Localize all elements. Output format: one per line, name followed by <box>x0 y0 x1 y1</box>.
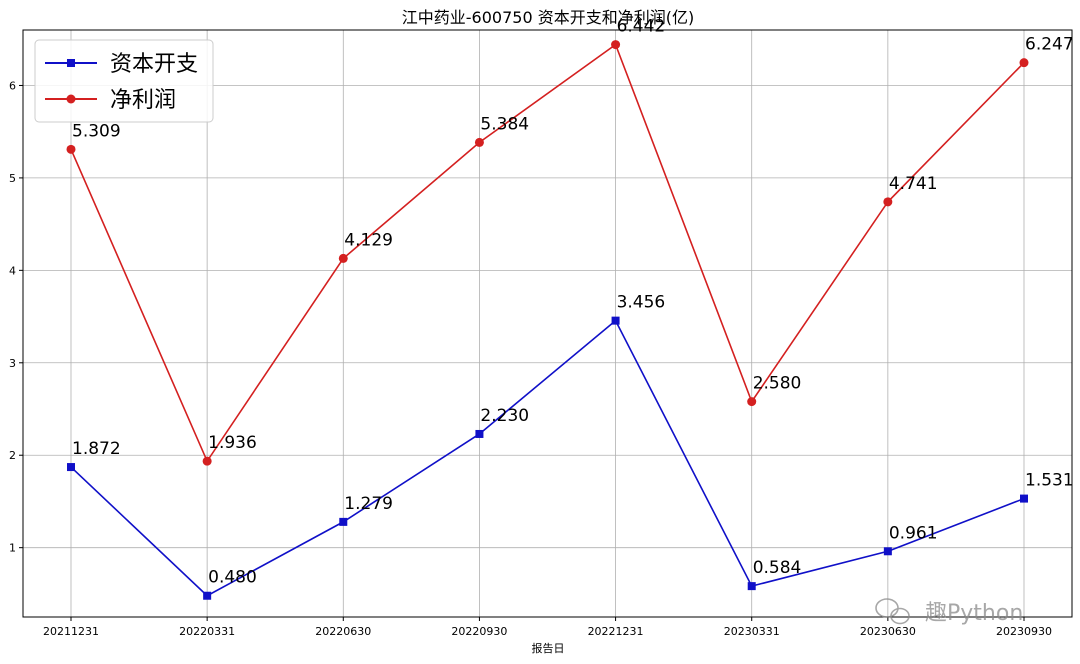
data-point <box>747 397 757 407</box>
x-axis: 20211231 20220331 20220630 20220930 20221231… <box>43 617 1052 638</box>
x-tick-label: 20230630 <box>860 625 916 638</box>
data-point <box>203 591 212 600</box>
plot-area <box>22 29 1073 618</box>
legend: 资本开支 净利润 <box>34 39 214 123</box>
data-point <box>1020 494 1028 503</box>
x-tick-label: 20230331 <box>724 625 780 638</box>
data-label: 6.442 <box>617 17 666 37</box>
data-label: 0.961 <box>889 523 938 543</box>
y-tick-label: 3 <box>9 357 16 370</box>
data-label: 5.309 <box>72 121 121 141</box>
data-point <box>1019 58 1029 68</box>
x-tick-label: 20220930 <box>451 625 507 638</box>
data-point <box>338 253 348 263</box>
data-label: 3.456 <box>617 293 666 313</box>
data-point <box>202 456 212 466</box>
data-point <box>611 40 621 50</box>
legend-label-capex: 资本开支 <box>110 52 198 77</box>
data-point <box>67 463 75 472</box>
x-axis-label: 报告日 <box>532 641 565 655</box>
series-line-1 <box>70 43 1025 463</box>
legend-box <box>34 39 214 123</box>
series-layer <box>66 40 1029 600</box>
data-label: 2.580 <box>753 374 802 394</box>
y-tick-label: 1 <box>9 542 16 555</box>
data-label: 0.480 <box>208 568 257 588</box>
legend-marker-capex <box>67 59 75 67</box>
data-label: 4.129 <box>344 230 393 250</box>
watermark-text: 趣Python <box>925 601 1023 626</box>
data-point <box>339 517 348 526</box>
watermark: 趣Python <box>875 598 1023 626</box>
y-tick-label: 4 <box>9 264 16 277</box>
data-point <box>66 144 76 154</box>
wechat-icon <box>875 598 910 625</box>
data-label: 1.531 <box>1025 471 1074 491</box>
data-label: 6.247 <box>1025 35 1074 55</box>
x-tick-label: 20221231 <box>588 625 644 638</box>
grid <box>23 30 1072 617</box>
data-label: 0.584 <box>753 558 802 578</box>
x-tick-label: 20220630 <box>315 625 371 638</box>
x-tick-label: 20211231 <box>43 625 99 638</box>
chart-title: 江中药业-600750 资本开支和净利润(亿) <box>402 8 694 27</box>
legend-marker-profit <box>66 94 76 104</box>
data-label: 1.936 <box>208 433 257 453</box>
data-point <box>474 137 484 147</box>
x-tick-label: 20230930 <box>996 625 1052 638</box>
data-label: 2.230 <box>480 406 529 426</box>
data-point <box>883 197 893 207</box>
y-tick-label: 6 <box>9 79 16 92</box>
data-label: 5.384 <box>480 114 529 134</box>
data-point <box>747 582 756 591</box>
x-tick-label: 20220331 <box>179 625 235 638</box>
series-line-0 <box>70 319 1025 597</box>
data-label: 1.872 <box>72 439 121 459</box>
data-point <box>475 429 484 438</box>
data-point <box>883 547 892 556</box>
data-labels: 1.872 0.480 1.279 2.230 3.456 0.584 0.961 1.531… <box>72 17 1074 588</box>
data-label: 4.741 <box>889 174 938 194</box>
y-tick-label: 5 <box>9 172 16 185</box>
y-axis: 1 2 3 4 5 6 <box>9 79 23 555</box>
y-tick-label: 2 <box>9 449 16 462</box>
legend-label-profit: 净利润 <box>110 88 176 113</box>
data-point <box>611 316 620 325</box>
data-label: 1.279 <box>344 494 393 514</box>
